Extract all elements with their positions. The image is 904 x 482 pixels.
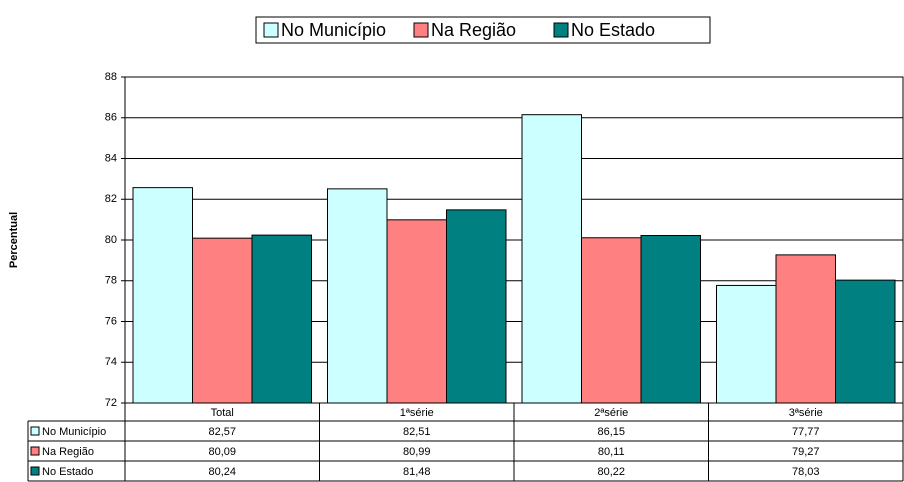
legend-swatch [553, 22, 569, 38]
table-value: 82,51 [403, 426, 431, 438]
bar [521, 114, 582, 404]
y-tick-label: 88 [105, 71, 117, 83]
bar [132, 187, 193, 404]
legend-label: No Município [281, 20, 386, 40]
x-tick-label: Total [211, 407, 234, 419]
y-tick-label: 74 [105, 356, 117, 368]
table-value: 82,57 [208, 426, 236, 438]
y-tick-label: 78 [105, 275, 117, 287]
bar [386, 219, 447, 404]
bar [251, 234, 312, 404]
y-tick-label: 76 [105, 315, 117, 327]
table-series-name: No Estado [42, 466, 93, 478]
table-value: 79,27 [792, 446, 820, 458]
table-value: 80,24 [208, 466, 236, 478]
legend-swatch [413, 22, 429, 38]
bar [716, 284, 777, 404]
y-tick-label: 84 [105, 152, 117, 164]
y-tick-label: 86 [105, 112, 117, 124]
bar [327, 188, 388, 404]
legend-label: No Estado [571, 20, 655, 40]
bar [581, 237, 642, 404]
table-series-name: Na Região [42, 446, 94, 458]
table-value: 80,22 [597, 466, 625, 478]
table-value: 80,09 [208, 446, 236, 458]
table-value: 86,15 [597, 426, 625, 438]
legend-key [30, 426, 40, 436]
y-axis-label: Percentual [8, 212, 20, 268]
table-value: 81,48 [403, 466, 431, 478]
table-value: 78,03 [792, 466, 820, 478]
bar [192, 237, 253, 404]
y-tick-label: 82 [105, 193, 117, 205]
table-series-name: No Município [42, 426, 106, 438]
legend-swatch [263, 22, 279, 38]
table-value: 80,99 [403, 446, 431, 458]
y-tick-label: 80 [105, 234, 117, 246]
bar [835, 279, 896, 404]
table-value: 80,11 [598, 446, 625, 458]
bar [446, 209, 507, 404]
x-tick-label: 2ªsérie [594, 407, 628, 419]
x-tick-label: 3ªsérie [789, 407, 823, 419]
bar [640, 235, 701, 404]
x-tick-label: 1ªsérie [400, 407, 434, 419]
legend-label: Na Região [431, 20, 516, 40]
table-value: 77,77 [792, 426, 820, 438]
y-tick-label: 72 [105, 397, 117, 409]
legend-key [30, 466, 40, 476]
legend-key [30, 446, 40, 456]
legend-box [255, 16, 711, 44]
bar [775, 254, 836, 404]
